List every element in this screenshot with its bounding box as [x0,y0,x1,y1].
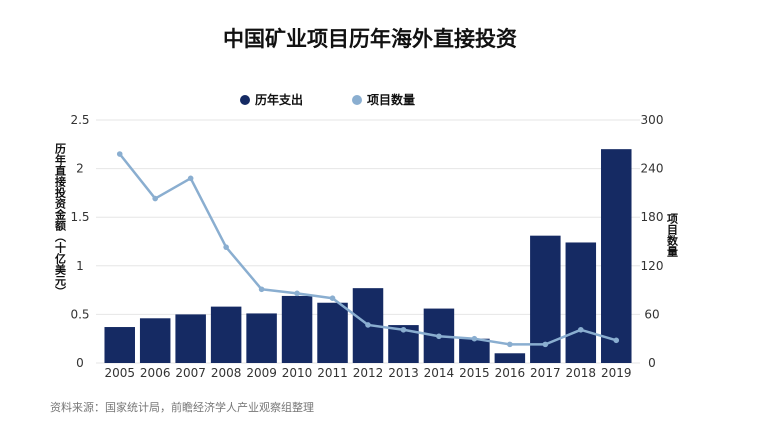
bar [246,313,277,363]
x-tick-label: 2005 [104,366,135,380]
bar [565,242,597,363]
right-tick-label: 60 [644,307,659,321]
bar-series [104,149,632,363]
legend: 历年支出 项目数量 [240,92,415,107]
left-axis-title: 历年直接投资金额（十亿美元） [54,143,68,297]
legend-label-bar: 历年支出 [255,92,303,107]
right-tick-label: 0 [648,356,656,370]
line-point [329,295,336,302]
line-point [152,195,158,202]
right-tick-label: 300 [641,113,664,127]
line-point [471,335,478,342]
x-tick-label: 2013 [388,366,419,380]
line-point [400,326,407,333]
left-tick-label: 2.5 [70,113,89,127]
bar [459,338,490,363]
bar [104,327,135,363]
line-point [116,151,123,157]
x-tick-label: 2011 [317,366,348,380]
line-point [436,333,442,340]
x-tick-label: 2008 [211,366,242,380]
left-tick-label: 2 [76,162,84,176]
legend-label-line: 项目数量 [367,92,415,107]
right-tick-label: 120 [641,259,664,273]
left-tick-label: 0.5 [70,307,89,321]
x-tick-label: 2019 [601,366,632,380]
legend-marker-line [352,95,362,105]
line-point [258,286,265,293]
left-tick-label: 0 [76,356,84,370]
right-axis-title: 项目数量 [666,213,679,257]
right-tick-label: 240 [641,162,664,176]
x-tick-label: 2017 [530,366,561,380]
right-axis-ticks: 0 60 120 180 240 300 [641,113,664,370]
line-point [613,337,620,344]
x-tick-label: 2006 [140,366,171,380]
right-tick-label: 180 [641,210,664,224]
x-tick-label: 2009 [246,366,277,380]
line-point [578,326,584,333]
x-tick-label: 2018 [566,366,597,380]
line-point [187,175,194,182]
bar [139,318,171,363]
x-tick-label: 2016 [495,366,526,380]
bar [317,302,348,363]
x-tick-label: 2007 [175,366,206,380]
left-axis-ticks: 0 0.5 1 1.5 2 2.5 [70,113,89,370]
x-tick-label: 2012 [353,366,384,380]
x-axis-ticks: 2005 2006 2007 2008 2009 2010 2011 2012 2013 2014… [104,366,631,380]
x-tick-label: 2010 [282,366,313,380]
x-tick-label: 2014 [424,366,455,380]
legend-marker-bar [240,95,250,105]
line-point [294,290,300,297]
left-tick-label: 1.5 [70,210,89,224]
line-point [365,322,371,328]
bar [175,314,206,363]
left-tick-label: 1 [76,259,84,273]
bar [601,149,632,363]
line-point [507,341,513,348]
chart-title: 中国矿业项目历年海外直接投资 [223,27,517,51]
line-point [223,244,229,250]
source-note: 资料来源：国家统计局，前瞻经济学人产业观察组整理 [50,400,314,414]
bar [494,353,526,363]
bar [281,295,313,363]
x-tick-label: 2015 [459,366,490,380]
line-series [116,151,620,348]
line-point [542,341,549,348]
bar [210,306,242,363]
